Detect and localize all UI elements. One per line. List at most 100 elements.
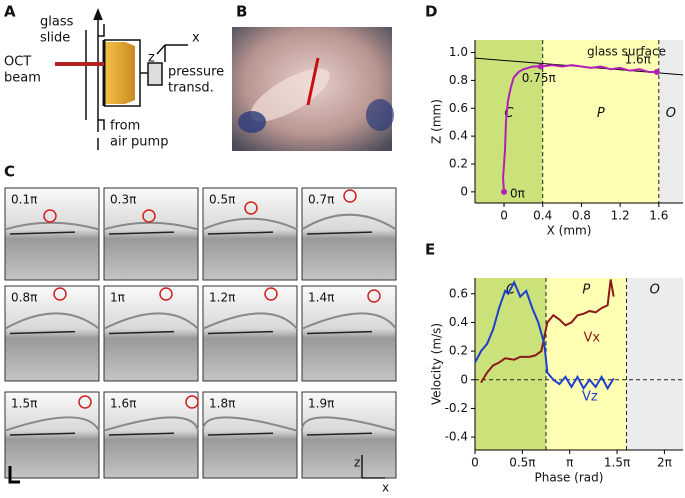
panel-a bbox=[55, 7, 188, 150]
x-tick-label: 0 bbox=[471, 456, 479, 470]
phase-region bbox=[626, 278, 683, 450]
panel-letter: E bbox=[425, 241, 435, 259]
charts: D C P O 0 0.4 0.8 1.2 1.6 0 0.2 0.4 0.6 0.8 1.0 X (mm) Z… bbox=[425, 3, 684, 485]
phase-point bbox=[537, 63, 544, 70]
panel-letter: D bbox=[425, 3, 437, 21]
diagram-label: beam bbox=[4, 71, 41, 86]
glass-line bbox=[306, 330, 373, 335]
tracked-point bbox=[53, 287, 67, 301]
tissue-profile bbox=[103, 312, 199, 330]
x-tick-label: 1.2 bbox=[611, 209, 630, 223]
panel-letter: A bbox=[4, 3, 16, 21]
y-tick-label: 1.0 bbox=[449, 45, 468, 59]
x-tick-label: 0.5π bbox=[509, 456, 535, 470]
region-label: P bbox=[597, 106, 605, 121]
x-tick-label: 0.8 bbox=[572, 209, 591, 223]
diagram-label: z bbox=[148, 51, 155, 66]
glass-line bbox=[207, 330, 274, 335]
series-label: Vx bbox=[584, 331, 601, 346]
glass-line bbox=[9, 432, 76, 436]
tracked-point bbox=[78, 395, 92, 409]
region-label: O bbox=[650, 283, 660, 298]
glass-line bbox=[207, 231, 274, 235]
tissue-profile bbox=[300, 416, 397, 432]
glass-line bbox=[108, 231, 175, 235]
y-tick-label: 0.4 bbox=[449, 129, 468, 143]
tissue-profile bbox=[201, 416, 298, 432]
series-line bbox=[474, 279, 615, 391]
y-tick-label: 0.4 bbox=[449, 315, 468, 329]
phase-label: 1.2π bbox=[209, 291, 235, 305]
y-tick-label: -0.4 bbox=[445, 430, 468, 444]
diagram-label: air pump bbox=[110, 135, 168, 150]
x-tick-label: 2π bbox=[657, 456, 672, 470]
series-line bbox=[480, 279, 615, 384]
panel-letter: C bbox=[4, 163, 15, 181]
x-tick-label: π bbox=[566, 456, 573, 470]
glass-line bbox=[306, 231, 373, 235]
x-axis-label: Phase (rad) bbox=[535, 471, 604, 485]
glass-line bbox=[108, 432, 175, 436]
y-tick-label: 0.6 bbox=[449, 101, 468, 115]
tracked-point bbox=[264, 287, 278, 301]
phase-label: 1.8π bbox=[209, 397, 235, 411]
series-label: Vz bbox=[582, 389, 598, 404]
phase-label: 0.3π bbox=[110, 193, 136, 207]
phase-label: 1π bbox=[110, 291, 125, 305]
scale-bar bbox=[8, 466, 20, 484]
glass-line bbox=[306, 432, 373, 436]
diagram-label: from bbox=[110, 119, 140, 134]
diagram-label: glass bbox=[40, 15, 74, 30]
annotation: glass surface bbox=[587, 45, 666, 59]
phase-region bbox=[475, 40, 543, 203]
phase-point bbox=[653, 69, 660, 76]
y-tick-label: 0.2 bbox=[449, 344, 468, 358]
diagram-label: OCT bbox=[4, 55, 31, 70]
phase-label: 0.1π bbox=[11, 193, 37, 207]
tissue-profile bbox=[4, 416, 100, 432]
tracked-point bbox=[244, 201, 258, 215]
x-axis-label: X (mm) bbox=[547, 224, 592, 238]
tissue-profile bbox=[301, 213, 397, 231]
series-line bbox=[502, 64, 657, 192]
phase-region bbox=[546, 278, 627, 450]
phase-label: 1.4π bbox=[308, 291, 334, 305]
phase-label: 0.5π bbox=[209, 193, 235, 207]
phase-label: 1.5π bbox=[11, 397, 37, 411]
point-label: 0π bbox=[510, 186, 525, 200]
y-axis-label: Z (mm) bbox=[430, 99, 444, 144]
tissue-profile bbox=[4, 312, 100, 330]
axis-icon bbox=[361, 455, 385, 479]
tissue-profile bbox=[202, 312, 298, 330]
diagram-label: pressure bbox=[168, 65, 224, 80]
phase-label: 1.6π bbox=[110, 397, 136, 411]
x-tick-label: 1.6 bbox=[649, 209, 668, 223]
axis-icon-label: z bbox=[354, 456, 360, 470]
tissue-profile bbox=[103, 416, 199, 432]
phase-region bbox=[475, 278, 547, 450]
axis-icon-label: x bbox=[382, 481, 389, 495]
glass-line bbox=[207, 432, 274, 436]
tissue-profile bbox=[202, 217, 298, 231]
region-label: C bbox=[504, 106, 514, 121]
panel-b bbox=[232, 27, 394, 151]
x-tick-label: 0.4 bbox=[533, 209, 552, 223]
y-tick-label: 0.6 bbox=[449, 286, 468, 300]
tracked-point bbox=[43, 209, 57, 223]
tissue-profile bbox=[301, 312, 397, 330]
phase-region bbox=[658, 40, 683, 203]
panel-c: C 0.1π 0.3π 0.5π 0.7π 0.8π 1π 1.2π 1.4π 1.5π 1.6π 1… bbox=[4, 163, 397, 495]
glass-line bbox=[9, 231, 76, 235]
glass-line bbox=[9, 330, 76, 335]
diagram-label: slide bbox=[40, 31, 70, 46]
glass-line bbox=[108, 330, 175, 335]
y-tick-label: 0 bbox=[460, 184, 468, 198]
tracked-point bbox=[142, 209, 156, 223]
tracked-point bbox=[185, 395, 199, 409]
tracked-point bbox=[159, 287, 173, 301]
diagram-label: x bbox=[192, 31, 200, 46]
region-label: P bbox=[582, 283, 590, 298]
point-label: 0.75π bbox=[522, 71, 556, 85]
y-tick-label: 0 bbox=[460, 372, 468, 386]
panel-letter: B bbox=[236, 3, 247, 21]
